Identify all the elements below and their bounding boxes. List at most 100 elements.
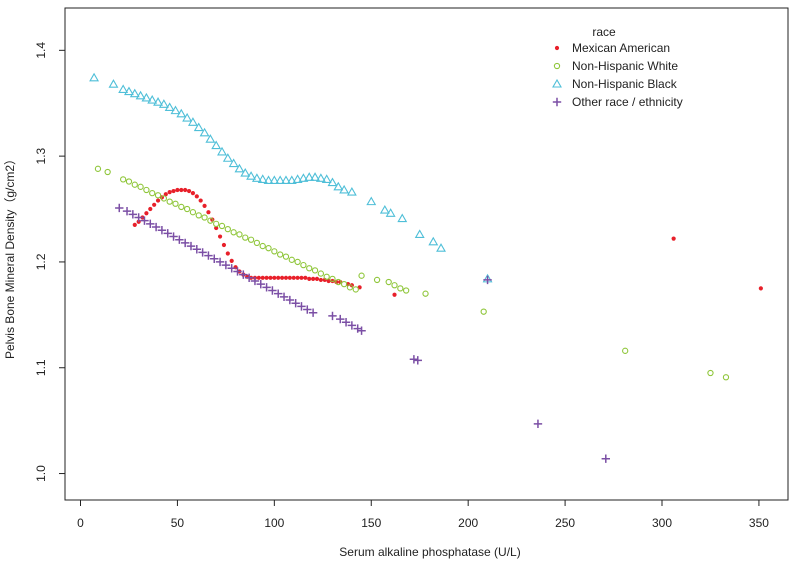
data-point xyxy=(158,99,169,108)
data-point xyxy=(321,174,332,183)
data-point xyxy=(436,243,446,252)
data-point xyxy=(217,234,223,239)
data-point xyxy=(276,275,281,280)
data-point xyxy=(379,204,390,214)
data-point xyxy=(230,229,237,236)
data-point xyxy=(166,198,173,205)
data-point xyxy=(246,171,257,180)
data-point xyxy=(115,203,124,213)
data-point xyxy=(279,275,285,280)
data-point xyxy=(622,347,629,354)
y-tick-label: 1.0 xyxy=(34,465,48,482)
data-point xyxy=(183,205,191,213)
data-point xyxy=(171,188,176,194)
data-point xyxy=(153,97,163,106)
data-point xyxy=(190,191,196,196)
data-point xyxy=(149,190,156,197)
data-point xyxy=(122,206,132,216)
data-point xyxy=(234,163,245,173)
data-point xyxy=(199,127,210,137)
data-point xyxy=(315,173,326,182)
data-point xyxy=(271,248,278,255)
data-point xyxy=(108,79,119,88)
data-point xyxy=(146,219,155,229)
data-point xyxy=(170,105,181,115)
series-2 xyxy=(89,72,493,283)
data-point xyxy=(228,158,239,168)
data-point xyxy=(300,261,307,269)
data-point xyxy=(144,211,149,216)
data-point xyxy=(340,281,348,288)
data-point xyxy=(221,260,231,270)
data-point xyxy=(311,276,316,281)
data-point xyxy=(483,275,492,285)
data-point xyxy=(194,194,199,199)
data-point xyxy=(292,174,303,183)
data-point xyxy=(358,272,365,279)
data-point xyxy=(214,225,219,231)
data-point xyxy=(218,222,226,230)
data-point xyxy=(251,173,262,182)
data-point xyxy=(89,72,100,82)
legend-entry: Non-Hispanic White xyxy=(572,59,678,73)
x-tick-label: 0 xyxy=(77,516,84,530)
data-point xyxy=(204,251,213,260)
data-point xyxy=(329,275,336,283)
data-point xyxy=(314,276,320,281)
data-point xyxy=(268,275,273,280)
data-point xyxy=(205,134,216,143)
data-point xyxy=(211,140,222,150)
data-point xyxy=(317,270,325,277)
x-tick-label: 250 xyxy=(555,516,575,530)
data-point xyxy=(397,213,408,223)
data-point xyxy=(758,286,763,291)
data-point xyxy=(128,210,138,219)
data-point xyxy=(175,187,180,193)
data-point xyxy=(213,220,220,227)
data-point xyxy=(167,190,172,195)
legend-marker xyxy=(552,78,562,88)
data-point xyxy=(306,265,313,272)
data-point xyxy=(250,276,260,286)
series-3 xyxy=(115,203,610,463)
data-point xyxy=(198,248,207,257)
data-point xyxy=(189,209,197,216)
data-point xyxy=(242,234,249,241)
y-axis-title: Pelvis Bone Mineral Density（g/cm2） xyxy=(3,153,17,359)
data-point xyxy=(341,318,351,327)
data-point xyxy=(402,287,410,294)
data-point xyxy=(201,214,208,221)
data-point xyxy=(327,177,338,187)
data-point xyxy=(533,419,543,429)
data-point xyxy=(392,292,397,297)
data-point xyxy=(215,257,225,267)
x-tick-label: 50 xyxy=(171,516,185,530)
data-point xyxy=(295,275,300,280)
axis-ticks: 0 50 100 150 200 250 300 350 1.0 1.1 1.2 1.3 1.4 xyxy=(34,42,769,530)
data-point xyxy=(143,186,150,194)
data-point xyxy=(413,356,422,365)
x-axis-title: Serum alkaline phosphatase (U/L) xyxy=(339,545,520,559)
legend-entry: Non-Hispanic Black xyxy=(572,77,678,91)
data-point xyxy=(287,275,292,280)
data-point xyxy=(225,251,230,256)
data-point xyxy=(414,229,425,238)
data-point xyxy=(346,284,354,291)
data-point xyxy=(253,239,261,247)
data-point xyxy=(291,299,300,308)
data-point xyxy=(256,275,261,280)
data-points xyxy=(89,72,763,463)
x-tick-label: 100 xyxy=(264,516,284,530)
data-point xyxy=(192,245,202,254)
data-point xyxy=(129,88,140,98)
data-point xyxy=(265,245,272,252)
x-tick-label: 150 xyxy=(361,516,381,530)
data-point xyxy=(272,275,277,280)
data-point xyxy=(288,256,295,263)
data-point xyxy=(385,208,396,217)
data-point xyxy=(308,308,318,317)
data-point xyxy=(334,279,339,285)
data-point xyxy=(707,369,714,377)
data-point xyxy=(281,175,291,185)
